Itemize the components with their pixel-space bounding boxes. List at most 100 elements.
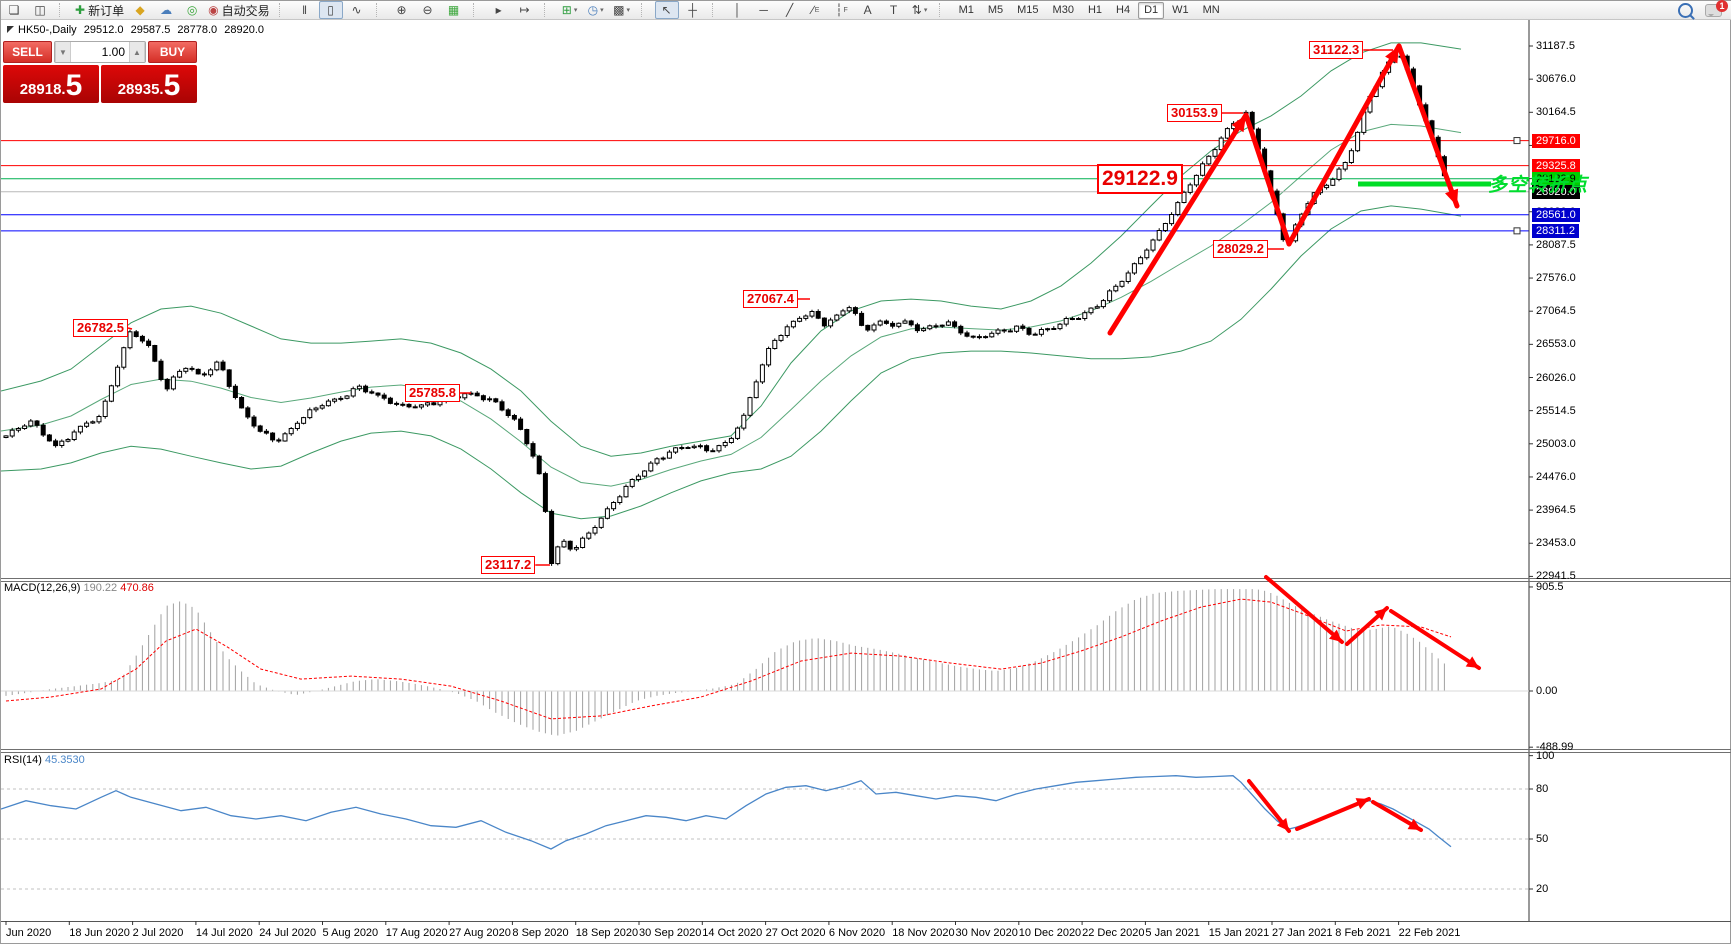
zoom-in-button[interactable]: ⊕ bbox=[390, 1, 414, 19]
buy-button[interactable]: BUY bbox=[148, 41, 197, 63]
volume-increase-button[interactable]: ▲ bbox=[129, 42, 145, 62]
templates-button[interactable]: ▩ ▾ bbox=[610, 1, 634, 19]
chat-icon[interactable]: 1 bbox=[1705, 0, 1728, 17]
macd-indicator-label: MACD(12,26,9) 190.22 470.86 bbox=[4, 582, 154, 594]
toolbar-separator bbox=[938, 3, 949, 17]
chart-title: HK50-,Daily 29512.0 29587.5 28778.0 2892… bbox=[7, 24, 268, 36]
line-chart-icon: ∿ bbox=[351, 3, 362, 17]
chart-shift-button[interactable]: ↦ bbox=[513, 1, 537, 19]
arrows-icon: ⇅ bbox=[911, 3, 922, 17]
buy-price[interactable]: 28935. 5 bbox=[101, 65, 197, 103]
ohlc-close: 28920.0 bbox=[224, 24, 264, 36]
timeframe-mn[interactable]: MN bbox=[1202, 4, 1220, 16]
cursor-button[interactable]: ↖ bbox=[654, 1, 679, 19]
price-tag-connector bbox=[127, 327, 133, 330]
line-chart-button[interactable]: ∿ bbox=[345, 1, 369, 19]
auto-scroll-button[interactable]: ▸ bbox=[487, 1, 511, 19]
bar-chart-button[interactable]: ‖ bbox=[293, 1, 317, 19]
trendline-button[interactable]: ╱ bbox=[778, 1, 802, 19]
sell-price[interactable]: 28918. 5 bbox=[3, 65, 99, 103]
bar-chart-icon: ‖ bbox=[302, 3, 308, 17]
equidistant-channel-icon: ∕ bbox=[811, 3, 814, 17]
trend-arrow-segment bbox=[1396, 43, 1460, 209]
strategy-tester-icon: ◫ bbox=[34, 3, 46, 17]
signals-button[interactable]: ◎ bbox=[180, 1, 204, 19]
tile-windows-button[interactable]: ▦ bbox=[442, 1, 466, 19]
chart-window-button[interactable]: ❏ bbox=[2, 1, 26, 19]
signals-icon: ◎ bbox=[186, 3, 198, 17]
vertical-line-icon: │ bbox=[733, 3, 742, 17]
timeframe-m30[interactable]: M30 bbox=[1052, 4, 1074, 16]
arrow-head bbox=[1445, 188, 1459, 206]
templates-dropdown-icon[interactable]: ▾ bbox=[626, 7, 630, 14]
cursor-icon: ↖ bbox=[661, 3, 672, 17]
macd-arrow bbox=[1389, 609, 1481, 670]
arrow-head bbox=[1355, 798, 1369, 810]
equidistant-channel-sub-label: E bbox=[814, 6, 820, 14]
arrow-head bbox=[1374, 608, 1387, 621]
candlestick-chart-icon: ▯ bbox=[327, 3, 334, 17]
text-label-button[interactable]: T bbox=[882, 1, 906, 19]
bollinger-middle-band bbox=[1, 123, 1462, 487]
timeframe-m1[interactable]: M1 bbox=[958, 4, 974, 16]
line-handle bbox=[1513, 227, 1521, 235]
zoom-out-icon: ⊖ bbox=[422, 3, 433, 17]
crosshair-button[interactable]: ┼ bbox=[681, 1, 705, 19]
crosshair-icon: ┼ bbox=[688, 3, 697, 17]
horizontal-line-button[interactable]: ─ bbox=[752, 1, 776, 19]
autotrade-button[interactable]: ◉ 自动交易 bbox=[206, 1, 272, 19]
arrow-head bbox=[1329, 629, 1342, 642]
toolbar-separator bbox=[543, 3, 554, 17]
new-chart-button[interactable]: ⊞ ▾ bbox=[558, 1, 582, 19]
arrows-button[interactable]: ⇅ ▾ bbox=[908, 1, 932, 19]
market-watch-button[interactable]: ☁ bbox=[154, 1, 178, 19]
volume-decrease-button[interactable]: ▼ bbox=[55, 42, 71, 62]
periods-icon: ◷ bbox=[587, 3, 599, 17]
tile-windows-icon: ▦ bbox=[447, 3, 460, 17]
fibonacci-sub-label: F bbox=[843, 6, 848, 14]
chart-note-text[interactable]: 多空转折点 bbox=[1488, 175, 1589, 196]
strategy-tester-button[interactable]: ◫ bbox=[28, 1, 52, 19]
toolbar-separator bbox=[711, 3, 722, 17]
vertical-line-button[interactable]: │ bbox=[726, 1, 750, 19]
arrow-head bbox=[1276, 817, 1289, 831]
rsi-indicator-label: RSI(14) 45.3530 bbox=[4, 754, 85, 766]
eraser-button[interactable]: ◆ bbox=[128, 1, 152, 19]
one-click-trading-panel: SELL ▼ 1.00 ▲ BUY 28918. 5 28935. 5 bbox=[3, 41, 197, 103]
macd-histogram bbox=[5, 589, 1445, 736]
sell-button[interactable]: SELL bbox=[3, 41, 52, 63]
trend-arrow-segment bbox=[1107, 112, 1249, 336]
fibonacci-button[interactable]: ┆ F bbox=[830, 1, 854, 19]
search-icon[interactable] bbox=[1678, 2, 1693, 18]
timeframe-d1[interactable]: D1 bbox=[1138, 1, 1165, 19]
new-order-button[interactable]: ✚ 新订单 bbox=[73, 1, 126, 19]
symbol-period: HK50-,Daily bbox=[18, 24, 77, 36]
timeframe-m5[interactable]: M5 bbox=[987, 4, 1004, 16]
timeframe-h4[interactable]: H4 bbox=[1116, 4, 1131, 16]
equidistant-channel-button[interactable]: ∕ E bbox=[804, 1, 828, 19]
new-chart-dropdown-icon[interactable]: ▾ bbox=[573, 7, 578, 14]
arrow-head bbox=[1465, 656, 1479, 668]
ohlc-low: 28778.0 bbox=[177, 24, 218, 36]
volume-input[interactable]: 1.00 bbox=[101, 45, 125, 59]
timeframe-h1[interactable]: H1 bbox=[1087, 4, 1103, 16]
new-order-icon: ✚ bbox=[75, 3, 86, 17]
periods-button[interactable]: ◷ ▾ bbox=[584, 1, 608, 19]
rsi-arrow bbox=[1295, 797, 1371, 831]
candlestick-chart-button[interactable]: ▯ bbox=[318, 1, 343, 19]
candles-layer bbox=[3, 54, 1447, 566]
text-button[interactable]: A bbox=[856, 1, 880, 19]
autotrade-label: 自动交易 bbox=[221, 3, 270, 18]
arrow-head bbox=[1231, 115, 1246, 133]
timeframe-m15[interactable]: M15 bbox=[1017, 4, 1039, 16]
zoom-in-icon: ⊕ bbox=[396, 3, 407, 17]
trend-arrow-segment bbox=[1286, 43, 1402, 247]
new-chart-icon: ⊞ bbox=[561, 3, 572, 17]
periods-dropdown-icon[interactable]: ▾ bbox=[600, 7, 604, 14]
arrows-dropdown-icon[interactable]: ▾ bbox=[923, 7, 928, 14]
bollinger-upper-band bbox=[1, 42, 1462, 457]
zoom-out-button[interactable]: ⊖ bbox=[416, 1, 440, 19]
toolbar-separator bbox=[472, 3, 483, 17]
timeframe-w1[interactable]: W1 bbox=[1172, 4, 1189, 16]
